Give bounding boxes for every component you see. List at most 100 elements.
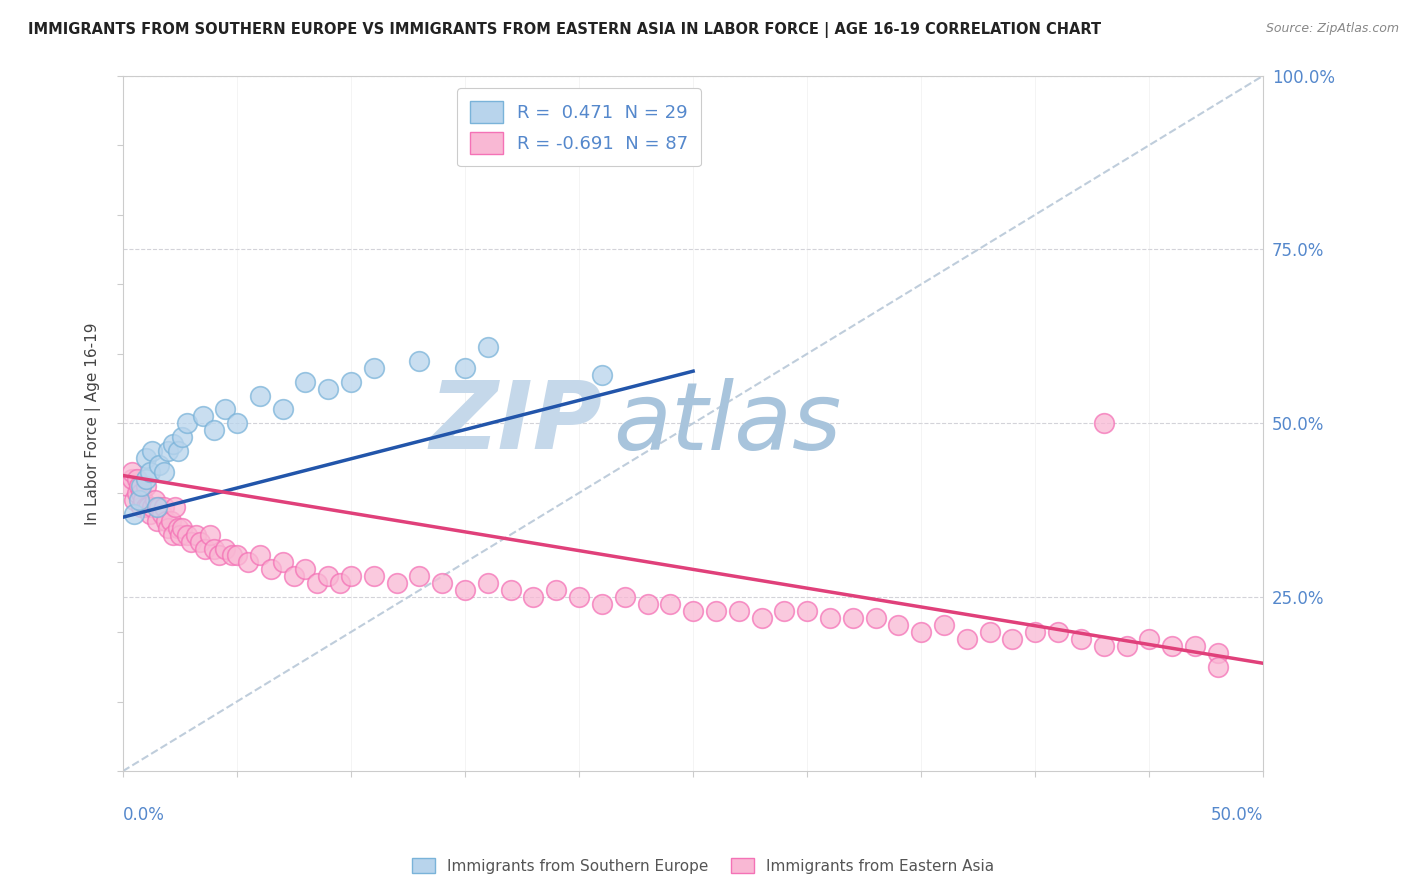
Point (128, 492, 150, 507)
Point (194, 541, 217, 556)
Point (150, 507, 173, 521)
Point (1161, 639, 1184, 653)
Point (568, 591, 591, 605)
Point (283, 569, 305, 583)
Text: 0.0%: 0.0% (122, 805, 165, 824)
Point (190, 534, 212, 549)
Point (1137, 632, 1160, 646)
Point (136, 500, 159, 514)
Point (408, 569, 430, 583)
Point (146, 500, 169, 514)
Point (162, 527, 184, 541)
Point (249, 549, 271, 563)
Point (773, 604, 796, 618)
Point (591, 368, 613, 382)
Point (202, 541, 225, 556)
Legend: Immigrants from Southern Europe, Immigrants from Eastern Asia: Immigrants from Southern Europe, Immigra… (405, 852, 1001, 880)
Point (727, 604, 749, 618)
Point (135, 500, 157, 514)
Point (385, 576, 408, 591)
Point (316, 382, 339, 396)
Point (751, 611, 773, 625)
Point (910, 625, 932, 640)
Point (865, 611, 887, 625)
Point (225, 417, 247, 431)
Point (191, 409, 214, 424)
Point (1115, 639, 1137, 653)
Point (214, 541, 236, 556)
Point (613, 591, 636, 605)
Point (122, 507, 145, 521)
Point (141, 444, 163, 458)
Point (818, 611, 841, 625)
Point (166, 444, 188, 458)
Point (221, 549, 243, 563)
Point (198, 527, 221, 541)
Point (125, 486, 148, 500)
Point (121, 465, 143, 479)
Point (176, 527, 198, 541)
Text: 50.0%: 50.0% (1211, 805, 1264, 824)
Text: Source: ZipAtlas.com: Source: ZipAtlas.com (1265, 22, 1399, 36)
Point (153, 500, 176, 514)
Point (477, 576, 499, 591)
Point (477, 340, 499, 354)
Point (176, 417, 198, 431)
Point (408, 353, 430, 368)
Point (132, 492, 155, 507)
Text: IMMIGRANTS FROM SOUTHERN EUROPE VS IMMIGRANTS FROM EASTERN ASIA IN LABOR FORCE |: IMMIGRANTS FROM SOUTHERN EUROPE VS IMMIG… (28, 22, 1101, 38)
Point (340, 375, 363, 389)
Point (135, 451, 157, 466)
Point (956, 632, 979, 646)
Point (238, 556, 260, 570)
Point (659, 597, 682, 611)
Point (129, 500, 152, 514)
Point (159, 514, 181, 528)
Point (1206, 660, 1229, 674)
Point (157, 444, 180, 458)
Point (122, 492, 145, 507)
Point (316, 569, 339, 583)
Point (129, 486, 152, 500)
Point (1001, 632, 1024, 646)
Point (363, 569, 385, 583)
Point (184, 527, 207, 541)
Point (157, 521, 180, 535)
Point (208, 549, 231, 563)
Point (340, 569, 363, 583)
Text: atlas: atlas (613, 378, 842, 469)
Point (169, 527, 191, 541)
Point (328, 576, 350, 591)
Point (271, 556, 294, 570)
Point (153, 465, 176, 479)
Point (1206, 646, 1229, 660)
Point (172, 430, 194, 444)
Point (202, 423, 225, 437)
Legend: R =  0.471  N = 29, R = -0.691  N = 87: R = 0.471 N = 29, R = -0.691 N = 87 (457, 88, 700, 167)
Point (887, 618, 910, 632)
Point (166, 521, 188, 535)
Point (522, 591, 544, 605)
Point (294, 375, 316, 389)
Point (932, 618, 955, 632)
Point (499, 583, 522, 598)
Point (294, 562, 316, 576)
Point (1024, 625, 1046, 640)
Point (249, 388, 271, 402)
Point (260, 562, 283, 576)
Point (214, 402, 236, 417)
Point (842, 611, 865, 625)
Point (139, 465, 162, 479)
Point (165, 500, 187, 514)
Point (1047, 625, 1070, 640)
Point (796, 604, 818, 618)
Point (1092, 639, 1115, 653)
Point (172, 521, 194, 535)
Point (162, 437, 184, 451)
Point (141, 500, 163, 514)
Point (979, 625, 1001, 640)
Text: ZIP: ZIP (429, 377, 602, 469)
Y-axis label: In Labor Force | Age 16-19: In Labor Force | Age 16-19 (86, 322, 101, 524)
Point (148, 458, 170, 472)
Point (454, 360, 477, 375)
